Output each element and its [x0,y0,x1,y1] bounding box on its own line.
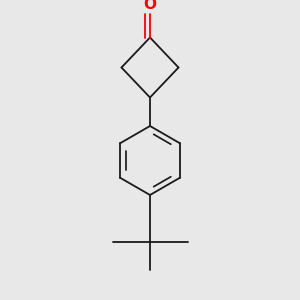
Text: O: O [143,0,157,12]
